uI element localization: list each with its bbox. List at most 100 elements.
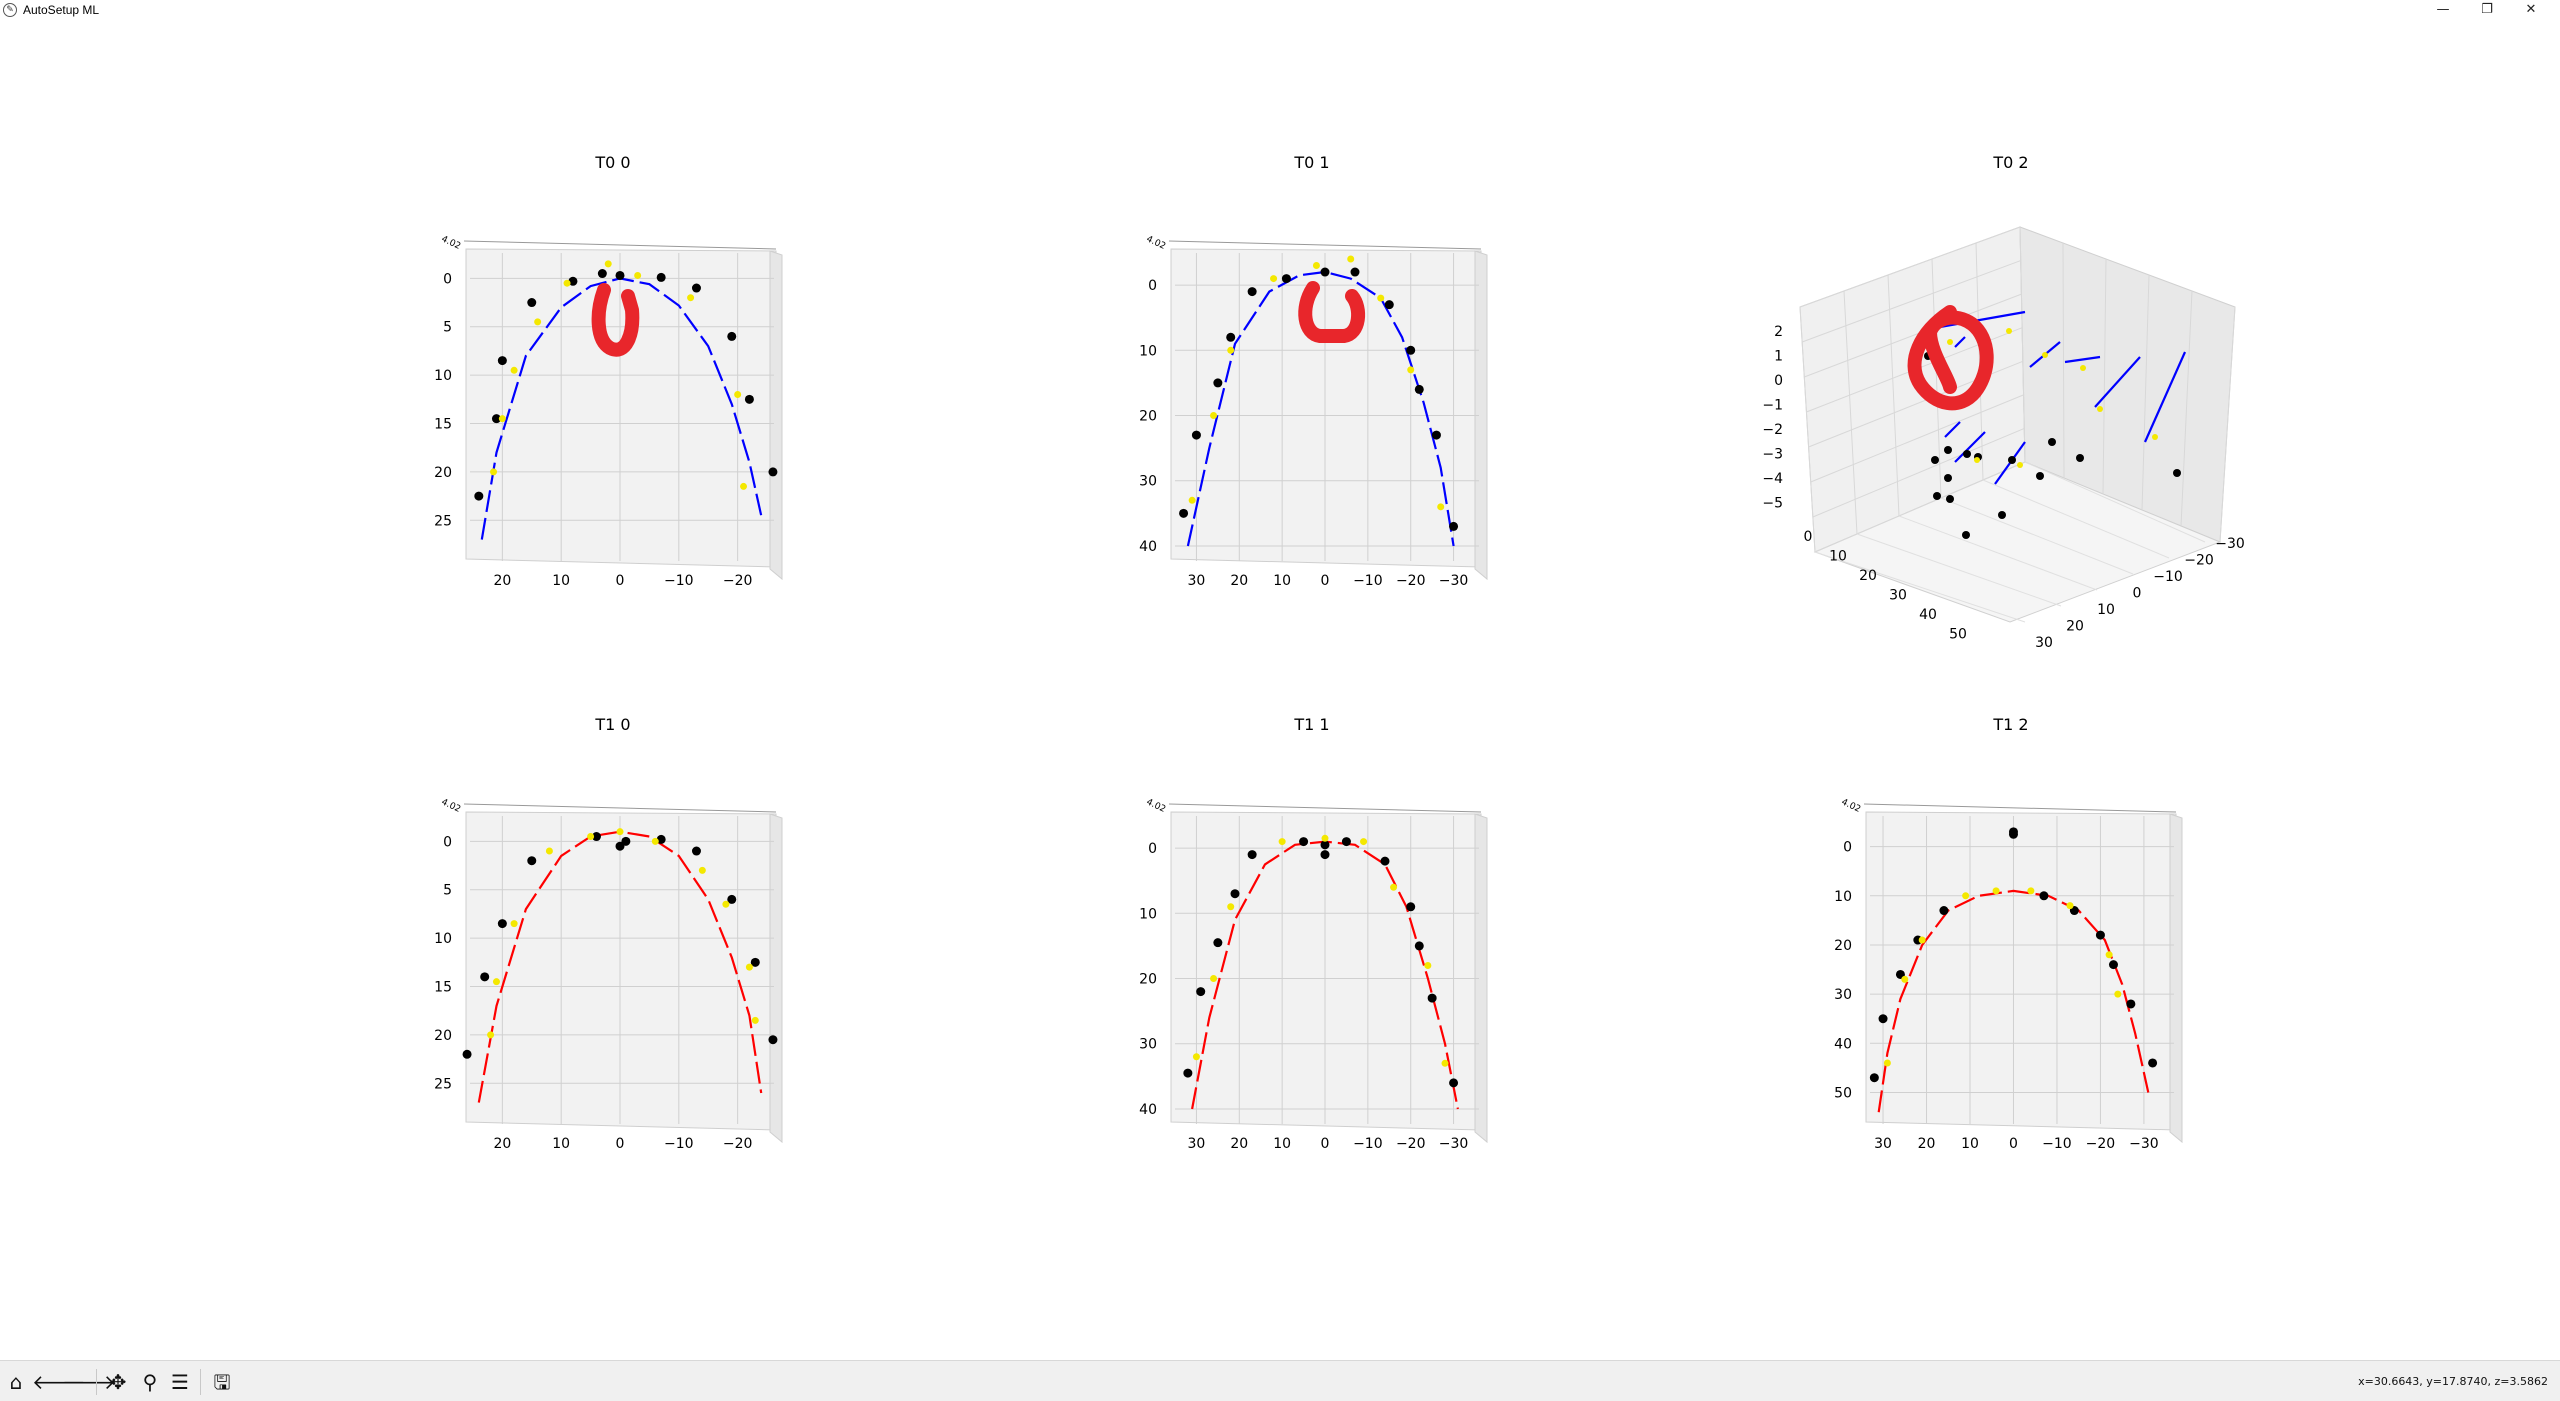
- fit-segment: [2064, 355, 2101, 364]
- save-icon[interactable]: 🖫: [213, 1370, 231, 1394]
- axes-top-edge: [463, 240, 777, 250]
- data-point-yellow: [545, 847, 553, 855]
- y-tick-label: 20: [434, 465, 452, 481]
- annotation-u-mark: [591, 283, 640, 357]
- data-point-black: [2173, 469, 2181, 477]
- y-tick-label: 20: [1139, 972, 1157, 988]
- data-point-black: [2048, 438, 2056, 446]
- axes-side-pane: [1474, 813, 1488, 1144]
- x-tick-label: 40: [1919, 607, 1937, 623]
- plot-title: T1 1: [1293, 715, 1329, 734]
- x-tick-label: −10: [2042, 1136, 2072, 1152]
- axes-side-pane: [1474, 250, 1488, 581]
- data-point-yellow: [2097, 406, 2103, 412]
- y-tick-label: 30: [1139, 1037, 1157, 1053]
- data-point-yellow: [745, 963, 753, 971]
- data-point-black: [691, 846, 701, 856]
- y-tick-label: 10: [434, 931, 452, 947]
- data-point-yellow: [751, 1016, 759, 1024]
- data-point-black: [2076, 454, 2084, 462]
- data-point-black: [621, 836, 631, 846]
- figure-canvas[interactable]: T0 0 20 10 0 −10 −20 0 5 10 15 20 25 4.02 T0 1 30 20 10 0…: [0, 22, 2560, 1360]
- zoom-icon[interactable]: ⚲: [142, 1370, 158, 1394]
- data-point-black: [656, 272, 666, 282]
- axes-top-edge: [1168, 240, 1482, 250]
- data-point-black: [1878, 1014, 1888, 1024]
- restore-button[interactable]: ❐: [2481, 2, 2493, 17]
- data-point-yellow: [734, 390, 742, 398]
- move-icon[interactable]: ✥: [109, 1370, 127, 1394]
- data-point-black: [1320, 267, 1330, 277]
- close-button[interactable]: ✕: [2525, 2, 2537, 17]
- minimize-button[interactable]: —: [2436, 2, 2450, 17]
- data-point-yellow: [1437, 503, 1445, 511]
- data-point-black: [656, 834, 666, 844]
- y-tick-label: 10: [434, 368, 452, 384]
- data-point-yellow: [1441, 1059, 1449, 1067]
- x-tick-label: 10: [1829, 549, 1847, 565]
- data-point-yellow: [687, 294, 695, 302]
- plot-title: T0 0: [594, 153, 630, 172]
- axes-top-edge: [1863, 803, 2177, 813]
- fit-curve: [480, 277, 763, 540]
- z-tick-label: 4.02: [1145, 797, 1167, 815]
- data-point-yellow: [1918, 936, 1926, 944]
- data-point-yellow: [616, 828, 624, 836]
- data-point-yellow: [2066, 902, 2074, 910]
- data-point-black: [1946, 495, 1954, 503]
- sliders-icon[interactable]: ☰: [171, 1370, 189, 1394]
- fit-segment: [2094, 356, 2141, 408]
- home-icon[interactable]: ⌂: [9, 1370, 23, 1394]
- data-point-yellow: [1192, 1053, 1200, 1061]
- y-tick-label: 50: [1834, 1085, 1852, 1101]
- y-tick-label: 15: [434, 417, 452, 433]
- data-point-yellow: [651, 837, 659, 845]
- data-point-yellow: [1974, 457, 1980, 463]
- fit-segment: [1944, 421, 1961, 438]
- data-point-yellow: [1390, 883, 1398, 891]
- cursor-coordinates: x=30.6643, y=17.8740, z=3.5862: [2358, 1375, 2548, 1388]
- data-point-black: [591, 832, 601, 842]
- grid-3d: [2102, 258, 2107, 495]
- data-point-black: [727, 331, 737, 341]
- y-tick-label: 25: [434, 513, 452, 529]
- y-tick-label: 10: [1834, 889, 1852, 905]
- data-point-black: [768, 467, 778, 477]
- data-point-black: [691, 283, 701, 293]
- x-tick-label: −30: [2129, 1136, 2159, 1152]
- data-point-yellow: [1321, 834, 1329, 842]
- annotation-u-mark: [1298, 281, 1366, 343]
- data-point-black: [1998, 511, 2006, 519]
- data-point-black: [1944, 446, 1952, 454]
- axes-pane: [1170, 248, 1482, 568]
- plot-title: T1 0: [594, 715, 630, 734]
- data-point-yellow: [498, 415, 506, 423]
- data-point-yellow: [2006, 328, 2012, 334]
- x-tick-label: −10: [1353, 1136, 1383, 1152]
- grid-3d: [2180, 290, 2193, 527]
- data-point-black: [527, 298, 537, 308]
- data-point-black: [1449, 1078, 1459, 1088]
- y-tick-label: 20: [1139, 409, 1157, 425]
- arrow-right-icon[interactable]: 🡒: [62, 1370, 116, 1394]
- y-tick-label: 0: [2133, 586, 2142, 602]
- toolbar-separator: [200, 1369, 201, 1395]
- data-point-black: [2126, 999, 2136, 1009]
- data-point-black: [1869, 1073, 1879, 1083]
- data-point-black: [1320, 840, 1330, 850]
- data-point-black: [1406, 902, 1416, 912]
- data-point-black: [497, 919, 507, 929]
- fit-curve: [477, 830, 763, 1103]
- title-bar: ✎ AutoSetup ML — ❐ ✕: [0, 0, 2560, 22]
- data-point-black: [1380, 856, 1390, 866]
- data-point-black: [2008, 829, 2018, 839]
- data-point-black: [1931, 456, 1939, 464]
- arrow-left-icon[interactable]: 🡐: [32, 1370, 86, 1394]
- z-tick-label: −4: [1762, 471, 1783, 487]
- x-tick-label: 30: [1188, 1136, 1206, 1152]
- data-point-black: [480, 972, 490, 982]
- x-tick-label: 20: [1230, 573, 1248, 589]
- data-point-black: [1414, 941, 1424, 951]
- data-point-black: [1944, 474, 1952, 482]
